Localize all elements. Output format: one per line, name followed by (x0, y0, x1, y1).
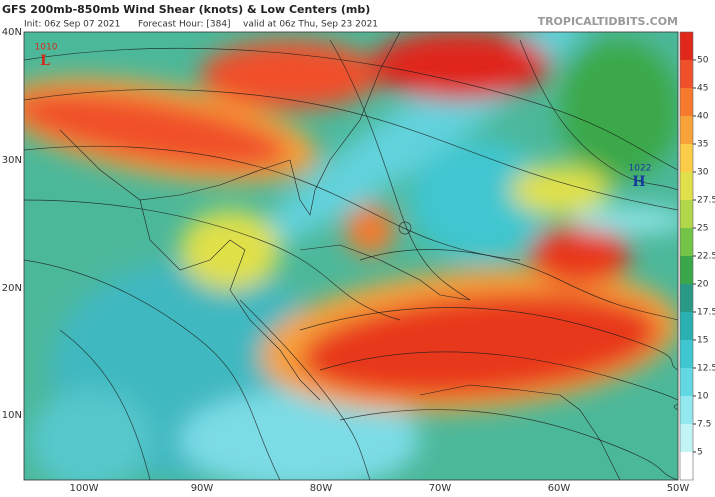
colorbar-label: 50 (697, 56, 709, 66)
site-credit: TROPICALTIDBITS.COM (538, 15, 678, 28)
colorbar-label: 5 (697, 448, 703, 458)
title: GFS 200mb-850mb Wind Shear (knots) & Low… (2, 3, 370, 16)
lon-label: 80W (310, 483, 333, 493)
colorbar-band (680, 284, 693, 312)
center-pressure: 1010 (35, 43, 58, 53)
colorbar-band (680, 172, 693, 200)
colorbar-band (680, 60, 693, 88)
lon-label: 100W (70, 483, 99, 493)
center-symbol: H (632, 174, 645, 190)
colorbar-label: 22.5 (697, 252, 715, 262)
colorbar-label: 45 (697, 84, 708, 94)
coastlines (59, 32, 621, 480)
colorbar-label: 20 (697, 280, 709, 290)
center-symbol: L (40, 53, 50, 69)
lat-label: 30N (2, 155, 22, 166)
colorbar-label: 15 (697, 336, 708, 346)
lon-label: 50W (667, 483, 690, 493)
colorbar-band (680, 312, 693, 340)
colorbar-label: 40 (697, 112, 709, 122)
init-time: Init: 06z Sep 07 2021 (24, 20, 120, 30)
colorbar-band (680, 396, 693, 424)
colorbar-band (680, 144, 693, 172)
colorbar-band (680, 88, 693, 116)
colorbar-label: 12.5 (697, 364, 715, 374)
lat-label: 40N (2, 27, 22, 38)
colorbar-band (680, 368, 693, 396)
colorbar-band (680, 256, 693, 284)
streamlines (24, 39, 678, 480)
colorbar-band (680, 32, 693, 60)
colorbar-band (680, 116, 693, 144)
colorbar-label: 17.5 (697, 308, 715, 318)
valid-time: valid at 06z Thu, Sep 23 2021 (243, 20, 378, 30)
lon-label: 70W (429, 483, 452, 493)
colorbar-label: 35 (697, 140, 708, 150)
map-frame (23, 31, 679, 481)
colorbar-band (680, 340, 693, 368)
lat-label: 10N (2, 410, 22, 421)
colorbar-label: 30 (697, 168, 709, 178)
map-area (24, 32, 678, 480)
forecast-hour: Forecast Hour: [384] (138, 20, 231, 30)
colorbar-band (680, 200, 693, 228)
colorbar-band (680, 452, 693, 480)
colorbar-label: 27.5 (697, 196, 715, 206)
lat-label: 20N (2, 283, 22, 294)
colorbar-label: 7.5 (697, 420, 711, 430)
colorbar-label: 10 (697, 392, 709, 402)
center-pressure: 1022 (629, 164, 652, 174)
lon-label: 90W (191, 483, 214, 493)
colorbar-band (680, 424, 693, 452)
lon-label: 60W (548, 483, 571, 493)
colorbar-label: 25 (697, 224, 708, 234)
colorbar-band (680, 228, 693, 256)
